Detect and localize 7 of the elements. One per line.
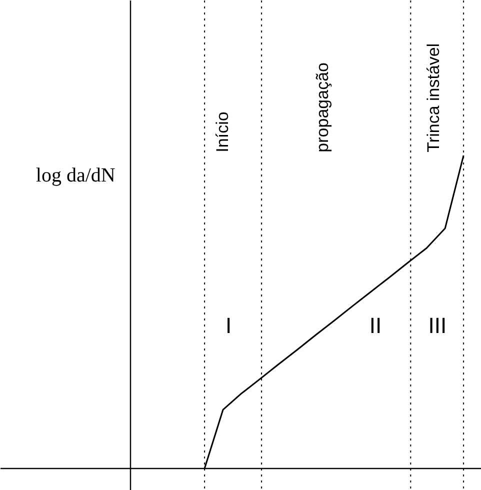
- annotation: III: [428, 312, 447, 338]
- annotation: II: [369, 312, 382, 338]
- annotation: I: [226, 312, 232, 338]
- text: Início: [213, 112, 232, 152]
- y-axis-title: log da/dN: [36, 164, 116, 186]
- text: Trinca instável: [424, 43, 444, 152]
- text: propagação: [313, 62, 332, 152]
